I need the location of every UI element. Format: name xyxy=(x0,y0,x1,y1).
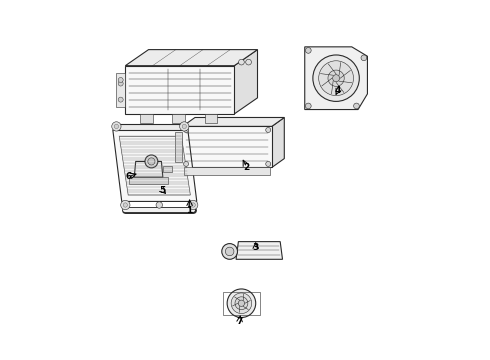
Circle shape xyxy=(123,203,127,207)
Circle shape xyxy=(148,158,155,165)
Circle shape xyxy=(182,124,186,129)
Circle shape xyxy=(145,155,158,168)
Circle shape xyxy=(245,59,251,65)
Polygon shape xyxy=(205,114,218,123)
Text: 3: 3 xyxy=(252,243,259,252)
Polygon shape xyxy=(115,123,186,130)
Text: 5: 5 xyxy=(160,186,166,195)
Polygon shape xyxy=(125,66,234,114)
Circle shape xyxy=(239,59,245,65)
Circle shape xyxy=(328,70,344,86)
Polygon shape xyxy=(175,132,182,162)
Polygon shape xyxy=(305,47,368,109)
Polygon shape xyxy=(113,130,197,202)
Circle shape xyxy=(305,48,311,53)
Polygon shape xyxy=(119,136,190,195)
Circle shape xyxy=(266,161,270,166)
Text: 1: 1 xyxy=(187,206,193,215)
Text: 7: 7 xyxy=(237,316,243,325)
Circle shape xyxy=(118,77,123,82)
Circle shape xyxy=(156,202,163,208)
Circle shape xyxy=(266,127,270,132)
Circle shape xyxy=(180,122,189,131)
Circle shape xyxy=(238,300,245,306)
Circle shape xyxy=(318,61,353,96)
Polygon shape xyxy=(172,114,185,123)
Circle shape xyxy=(313,55,359,102)
Circle shape xyxy=(333,75,340,82)
Circle shape xyxy=(235,297,248,310)
Text: 2: 2 xyxy=(244,163,250,172)
Polygon shape xyxy=(236,242,283,259)
Circle shape xyxy=(222,244,238,259)
Polygon shape xyxy=(140,114,153,123)
Polygon shape xyxy=(134,161,163,177)
Circle shape xyxy=(189,201,198,210)
Circle shape xyxy=(227,289,256,318)
Text: 6: 6 xyxy=(126,172,132,181)
Polygon shape xyxy=(182,117,284,126)
Circle shape xyxy=(305,103,311,109)
Polygon shape xyxy=(182,126,272,167)
Polygon shape xyxy=(125,50,258,66)
Polygon shape xyxy=(163,166,172,172)
Circle shape xyxy=(231,293,252,314)
Polygon shape xyxy=(184,167,270,175)
Polygon shape xyxy=(117,73,125,107)
Circle shape xyxy=(354,103,359,109)
Circle shape xyxy=(361,55,367,61)
Circle shape xyxy=(114,124,119,129)
Circle shape xyxy=(191,203,196,207)
Polygon shape xyxy=(234,50,258,114)
Text: 4: 4 xyxy=(335,86,341,95)
Circle shape xyxy=(225,247,234,256)
Circle shape xyxy=(121,201,130,210)
Circle shape xyxy=(112,122,121,131)
Polygon shape xyxy=(129,177,168,184)
Circle shape xyxy=(184,127,189,132)
Circle shape xyxy=(184,161,189,166)
Circle shape xyxy=(118,81,123,86)
Circle shape xyxy=(118,97,123,102)
Polygon shape xyxy=(272,117,284,167)
